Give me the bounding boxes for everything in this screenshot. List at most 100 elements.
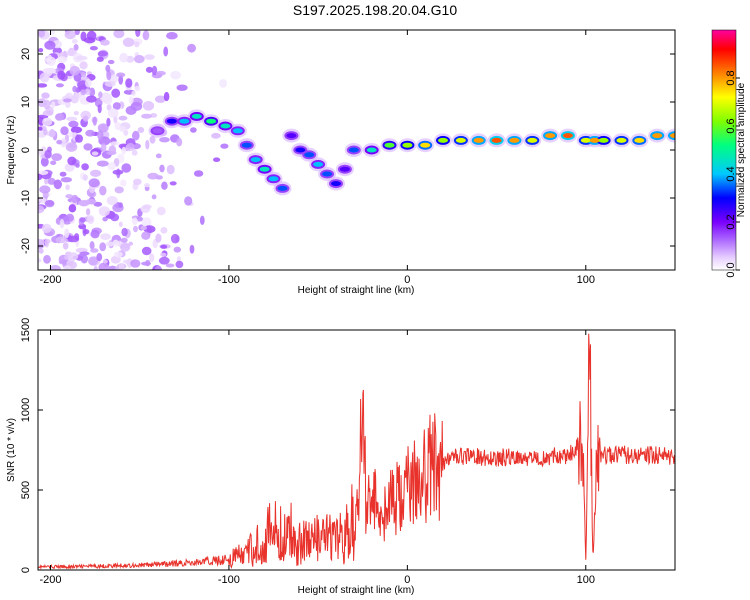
noise-blob	[159, 137, 170, 143]
noise-blob	[163, 91, 170, 102]
noise-blob	[160, 244, 168, 249]
ridge-point	[384, 142, 395, 148]
ridge-point	[250, 157, 261, 163]
noise-blob	[135, 216, 144, 222]
noise-blob	[59, 218, 65, 229]
noise-blob	[64, 228, 70, 239]
noise-blob	[112, 239, 119, 247]
ridge-point	[241, 142, 252, 148]
y-tick-label: 0	[20, 567, 32, 573]
noise-blob	[89, 46, 98, 51]
noise-blob	[75, 134, 83, 143]
noise-blob	[68, 120, 79, 128]
noise-blob	[44, 238, 50, 248]
noise-blob	[155, 265, 162, 270]
noise-blob	[169, 181, 177, 186]
noise-blob	[119, 52, 129, 63]
noise-blob	[187, 43, 197, 53]
noise-blob	[133, 225, 138, 233]
ridge-point	[331, 181, 341, 187]
noise-blob	[39, 185, 51, 194]
noise-blob	[41, 223, 52, 234]
noise-blob	[88, 256, 98, 266]
page-title: S197.2025.198.20.04.G10	[292, 2, 458, 18]
noise-blob	[149, 253, 155, 263]
colorbar-tick-label: 0.8	[725, 70, 737, 85]
noise-blob	[72, 38, 78, 44]
noise-blob	[102, 216, 108, 222]
y-tick-label: 0	[20, 147, 32, 153]
noise-blob	[161, 181, 168, 190]
noise-blob	[42, 110, 54, 116]
noise-blob	[110, 255, 121, 264]
noise-blob	[53, 179, 62, 190]
noise-blob	[99, 242, 107, 252]
noise-blob	[39, 72, 50, 83]
noise-blob	[141, 231, 151, 240]
noise-blob	[156, 206, 166, 216]
noise-blob	[65, 142, 78, 152]
noise-blob	[42, 117, 53, 127]
noise-blob	[147, 172, 159, 180]
noise-blob	[38, 173, 43, 181]
noise-blob	[144, 54, 155, 60]
noise-blob	[65, 213, 74, 222]
ridge-point	[455, 137, 466, 143]
noise-blob	[163, 46, 169, 57]
ridge-point	[598, 137, 609, 143]
noise-blob	[151, 65, 158, 76]
noise-blob	[145, 259, 151, 267]
ridge-point	[616, 137, 627, 143]
ridge-point	[545, 133, 556, 139]
noise-blob	[85, 208, 91, 216]
noise-blob	[190, 127, 197, 133]
noise-blob	[121, 227, 128, 237]
colorbar-label: Normalized spectral amplitude	[736, 82, 747, 217]
noise-blob	[107, 108, 119, 118]
colorbar: 0.0 0.2 0.4 0.6 0.8 Normalized spectral ampl…	[711, 29, 747, 278]
noise-blob	[121, 163, 132, 173]
noise-blob	[133, 178, 142, 185]
colorbar-tick-label: 0.2	[725, 214, 737, 229]
noise-blob	[38, 83, 48, 88]
noise-blob	[83, 37, 96, 44]
noise-blob	[106, 195, 118, 206]
colorbar-ticks: 0.0 0.2 0.4 0.6 0.8	[725, 70, 740, 278]
snr-y-axis-label: SNR (10 * v/v)	[6, 418, 17, 482]
noise-blob	[165, 263, 175, 268]
noise-blob	[57, 56, 68, 63]
noise-blob	[86, 95, 97, 103]
noise-blob	[110, 141, 120, 146]
noise-blob	[50, 30, 55, 35]
noise-blob	[65, 184, 70, 191]
noise-blob	[119, 126, 127, 132]
y-tick-label: 20	[20, 48, 32, 60]
noise-blob	[46, 56, 56, 66]
spectrogram-ridge	[148, 109, 675, 196]
noise-blob	[55, 236, 67, 244]
noise-blob	[38, 197, 47, 204]
y-tick-label: -20	[20, 238, 32, 254]
snr-series-line	[38, 333, 675, 570]
noise-blob	[81, 163, 89, 171]
noise-blob	[173, 246, 181, 253]
noise-blob	[47, 177, 56, 185]
noise-blob	[131, 90, 136, 96]
ridge-point	[220, 123, 231, 129]
x-tick-label: -100	[218, 574, 240, 586]
noise-blob	[145, 66, 153, 73]
noise-blob	[134, 85, 141, 92]
noise-blob	[137, 127, 145, 133]
noise-blob	[63, 98, 72, 103]
noise-blob	[211, 132, 221, 139]
noise-blob	[142, 101, 155, 111]
noise-blob	[98, 206, 110, 217]
noise-blob	[38, 248, 44, 254]
noise-blob	[189, 244, 195, 254]
noise-blob	[151, 194, 157, 200]
spectrogram-x-axis-label: Height of straight line (km)	[298, 285, 415, 296]
noise-blob	[120, 242, 131, 252]
noise-blob	[100, 233, 111, 241]
noise-blob	[51, 101, 56, 108]
noise-blob	[49, 265, 61, 270]
